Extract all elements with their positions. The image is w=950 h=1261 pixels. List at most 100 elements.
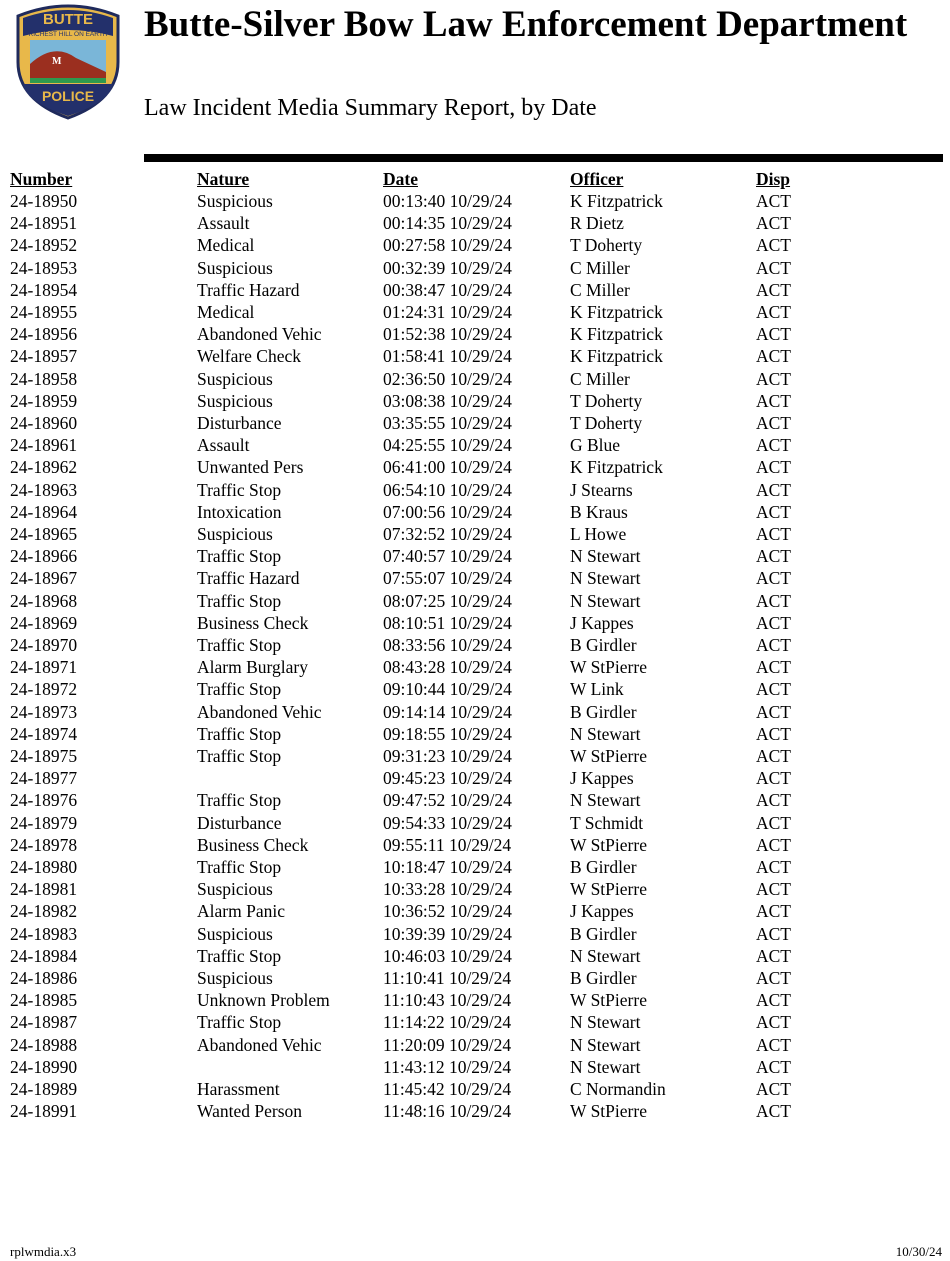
cell-date: 01:52:38 10/29/24 bbox=[383, 324, 512, 345]
cell-officer: N Stewart bbox=[570, 723, 641, 744]
cell-officer: T Doherty bbox=[570, 235, 643, 256]
cell-number: 24-18968 bbox=[10, 590, 78, 611]
cell-number: 24-18987 bbox=[10, 1012, 78, 1033]
cell-officer: G Blue bbox=[570, 435, 621, 456]
cell-officer: C Miller bbox=[570, 279, 630, 300]
cell-date: 09:10:44 10/29/24 bbox=[383, 679, 512, 700]
cell-officer: B Girdler bbox=[570, 857, 637, 877]
cell-number: 24-18984 bbox=[10, 945, 78, 966]
cell-nature: Traffic Stop bbox=[197, 546, 282, 567]
cell-number: 24-18966 bbox=[10, 546, 78, 567]
cell-nature: Suspicious bbox=[197, 368, 273, 389]
cell-officer: B Kraus bbox=[570, 501, 628, 522]
cell-date: 01:24:31 10/29/24 bbox=[383, 302, 512, 322]
cell-nature: Suspicious bbox=[197, 923, 273, 944]
cell-disp: ACT bbox=[756, 390, 791, 411]
cell-date: 11:48:16 10/29/24 bbox=[383, 1101, 512, 1122]
cell-disp: ACT bbox=[756, 568, 791, 589]
cell-officer: C Miller bbox=[570, 257, 630, 278]
cell-officer: W StPierre bbox=[570, 879, 647, 900]
cell-officer: W Link bbox=[570, 679, 624, 700]
cell-date: 08:10:51 10/29/24 bbox=[383, 612, 512, 633]
cell-date: 02:36:50 10/29/24 bbox=[383, 368, 512, 389]
cell-number: 24-18990 bbox=[10, 1056, 78, 1077]
cell-number: 24-18989 bbox=[10, 1079, 78, 1099]
cell-disp: ACT bbox=[756, 635, 791, 655]
cell-date: 01:58:41 10/29/24 bbox=[383, 346, 512, 367]
cell-number: 24-18991 bbox=[10, 1101, 78, 1122]
cell-date: 09:31:23 10/29/24 bbox=[383, 746, 512, 766]
cell-nature: Traffic Stop bbox=[197, 746, 282, 766]
cell-disp: ACT bbox=[756, 612, 791, 633]
cell-date: 03:35:55 10/29/24 bbox=[383, 413, 512, 433]
cell-officer: K Fitzpatrick bbox=[570, 191, 663, 211]
cell-disp: ACT bbox=[756, 723, 791, 744]
cell-officer: L Howe bbox=[570, 524, 627, 544]
cell-disp: ACT bbox=[756, 834, 791, 855]
cell-officer: K Fitzpatrick bbox=[570, 302, 663, 322]
cell-date: 00:27:58 10/29/24 bbox=[383, 235, 512, 256]
cell-nature: Abandoned Vehic bbox=[197, 324, 322, 345]
cell-officer: W StPierre bbox=[570, 1101, 647, 1122]
cell-nature: Assault bbox=[197, 213, 250, 234]
cell-nature: Traffic Stop bbox=[197, 635, 282, 655]
cell-officer: N Stewart bbox=[570, 590, 641, 611]
cell-date: 00:14:35 10/29/24 bbox=[383, 213, 512, 234]
cell-nature: Traffic Stop bbox=[197, 790, 282, 811]
cell-number: 24-18953 bbox=[10, 257, 78, 278]
cell-number: 24-18988 bbox=[10, 1034, 78, 1055]
cell-disp: ACT bbox=[756, 701, 791, 722]
cell-date: 08:07:25 10/29/24 bbox=[383, 590, 512, 611]
cell-nature: Unknown Problem bbox=[197, 990, 330, 1011]
column-header-date: Date bbox=[383, 169, 418, 189]
cell-nature: Disturbance bbox=[197, 413, 282, 433]
cell-date: 10:33:28 10/29/24 bbox=[383, 879, 512, 900]
cell-officer: N Stewart bbox=[570, 1034, 641, 1055]
cell-number: 24-18976 bbox=[10, 790, 78, 811]
cell-disp: ACT bbox=[756, 901, 791, 922]
cell-officer: B Girdler bbox=[570, 701, 637, 722]
cell-number: 24-18971 bbox=[10, 657, 78, 678]
cell-officer: W StPierre bbox=[570, 990, 647, 1011]
cell-date: 11:10:43 10/29/24 bbox=[383, 990, 512, 1011]
cell-number: 24-18982 bbox=[10, 901, 78, 922]
cell-disp: ACT bbox=[756, 990, 791, 1011]
cell-officer: N Stewart bbox=[570, 1012, 641, 1033]
cell-date: 06:41:00 10/29/24 bbox=[383, 457, 512, 478]
cell-nature: Suspicious bbox=[197, 390, 273, 411]
cell-officer: B Girdler bbox=[570, 635, 637, 655]
cell-officer: R Dietz bbox=[570, 213, 624, 234]
cell-nature: Business Check bbox=[197, 612, 309, 633]
cell-nature: Traffic Stop bbox=[197, 945, 282, 966]
footer-date: 10/30/24 bbox=[895, 1244, 942, 1259]
svg-text:M: M bbox=[52, 56, 62, 67]
cell-nature: Traffic Stop bbox=[197, 1012, 282, 1033]
column-header-disp: Disp bbox=[756, 169, 791, 189]
cell-date: 11:20:09 10/29/24 bbox=[383, 1034, 512, 1055]
cell-disp: ACT bbox=[756, 457, 791, 478]
cell-date: 09:14:14 10/29/24 bbox=[383, 701, 512, 722]
svg-text:POLICE: POLICE bbox=[42, 88, 94, 104]
header-divider bbox=[144, 154, 943, 162]
cell-officer: K Fitzpatrick bbox=[570, 457, 663, 478]
cell-officer: T Doherty bbox=[570, 413, 643, 433]
cell-date: 08:43:28 10/29/24 bbox=[383, 657, 512, 678]
svg-text:BUTTE: BUTTE bbox=[43, 11, 93, 28]
cell-disp: ACT bbox=[756, 413, 791, 433]
cell-nature: Harassment bbox=[197, 1079, 280, 1099]
cell-officer: B Girdler bbox=[570, 968, 637, 988]
cell-number: 24-18965 bbox=[10, 524, 78, 544]
cell-disp: ACT bbox=[756, 279, 791, 300]
cell-nature: Traffic Stop bbox=[197, 590, 282, 611]
cell-officer: J Kappes bbox=[570, 612, 634, 633]
cell-nature: Unwanted Pers bbox=[197, 457, 304, 478]
cell-nature: Medical bbox=[197, 302, 255, 322]
cell-date: 10:39:39 10/29/24 bbox=[383, 923, 512, 944]
cell-number: 24-18967 bbox=[10, 568, 78, 589]
cell-nature: Traffic Stop bbox=[197, 723, 282, 744]
cell-date: 08:33:56 10/29/24 bbox=[383, 635, 512, 655]
cell-number: 24-18985 bbox=[10, 990, 78, 1011]
page-title: Butte-Silver Bow Law Enforcement Departm… bbox=[144, 4, 908, 45]
cell-disp: ACT bbox=[756, 191, 791, 211]
cell-number: 24-18969 bbox=[10, 612, 78, 633]
